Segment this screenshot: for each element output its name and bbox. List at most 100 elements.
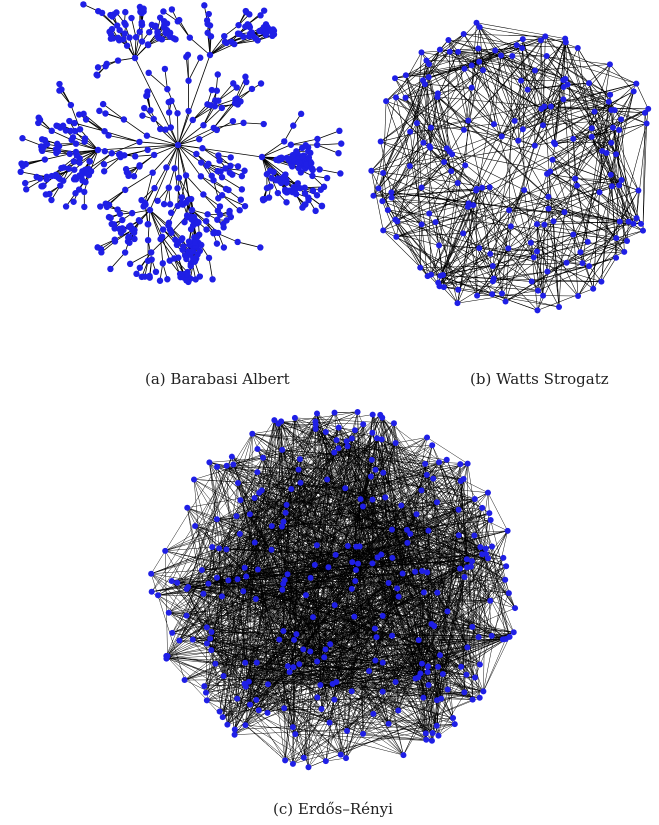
er-edge (245, 725, 285, 760)
ba-node (248, 29, 254, 35)
er-node (353, 544, 359, 550)
ws-node (435, 280, 441, 286)
er-node (300, 646, 306, 652)
erdos-renyi-graph (140, 400, 530, 785)
ba-node (153, 269, 159, 275)
er-node (224, 463, 230, 469)
ba-node (258, 80, 264, 86)
er-node (430, 730, 436, 736)
ws-node (608, 107, 614, 113)
ba-node (124, 43, 130, 49)
er-node (352, 427, 358, 433)
ba-node (309, 173, 315, 179)
ws-node (512, 118, 518, 124)
er-node (240, 588, 246, 594)
er-node (332, 602, 338, 608)
ba-node (168, 124, 174, 130)
er-node (358, 496, 364, 502)
er-node (391, 420, 397, 426)
er-node (477, 695, 483, 701)
ba-node (166, 184, 172, 190)
ba-node (122, 187, 128, 193)
ba-node (23, 186, 29, 192)
er-node (308, 575, 314, 581)
ba-node (200, 191, 206, 197)
ba-node (145, 221, 151, 227)
ba-node (154, 29, 160, 35)
ws-node (621, 249, 627, 255)
ws-edge (448, 40, 516, 45)
er-node (163, 656, 169, 662)
ws-node (380, 170, 386, 176)
ba-node (149, 169, 155, 175)
er-node (472, 675, 478, 681)
er-node (344, 728, 350, 734)
er-node (429, 738, 435, 744)
er-node (221, 673, 227, 679)
ws-node (508, 223, 514, 229)
ba-node (284, 189, 290, 195)
ba-node (142, 273, 148, 279)
ba-node (212, 103, 218, 109)
ws-node (426, 211, 432, 217)
ws-node (521, 187, 527, 193)
caption-erdos-renyi: (c) Erdős–Rényi (273, 800, 393, 818)
ba-node (221, 33, 227, 39)
er-node (314, 694, 320, 700)
ba-edge (98, 145, 178, 150)
ba-node (259, 154, 265, 160)
ws-node (385, 207, 391, 213)
er-node (330, 681, 336, 687)
er-node (246, 679, 252, 685)
ba-node (148, 249, 154, 255)
ba-node (290, 122, 296, 128)
ba-node (54, 141, 60, 147)
er-node (452, 721, 458, 727)
er-edge (488, 493, 489, 513)
er-node (174, 580, 180, 586)
ba-node (188, 226, 194, 232)
ws-node (540, 293, 546, 299)
watts-strogatz-graph-canvas (365, 0, 659, 330)
er-node (254, 469, 260, 475)
ws-node (631, 88, 637, 94)
ba-node (144, 92, 150, 98)
ws-node (531, 254, 537, 260)
ws-edge (373, 97, 396, 195)
ba-node (305, 197, 311, 203)
ba-node (164, 276, 170, 282)
er-node (260, 455, 266, 461)
er-node (209, 629, 215, 635)
ws-node (552, 141, 558, 147)
er-node (280, 628, 286, 634)
ws-node (490, 278, 496, 284)
ws-node (379, 198, 385, 204)
er-node (242, 660, 248, 666)
ws-edge (477, 23, 566, 39)
ba-node (145, 42, 151, 48)
ws-node (590, 286, 596, 292)
ba-node (214, 127, 220, 133)
ws-node (626, 219, 632, 225)
ba-edge (109, 190, 125, 205)
er-node (389, 555, 395, 561)
ba-node (232, 100, 238, 106)
ws-node (574, 183, 580, 189)
er-node (234, 696, 240, 702)
er-node (235, 576, 241, 582)
ws-node (460, 230, 466, 236)
er-node (351, 614, 357, 620)
ba-node (264, 185, 270, 191)
ba-node (102, 63, 108, 69)
ba-node (125, 173, 131, 179)
er-node (225, 577, 231, 583)
ws-node (525, 87, 531, 93)
er-node (290, 664, 296, 670)
ba-node (151, 116, 157, 122)
ba-node (104, 204, 110, 210)
ba-node (214, 240, 220, 246)
ws-node (368, 168, 374, 174)
ws-node (420, 140, 426, 146)
ba-node (122, 249, 128, 255)
ba-node (145, 70, 151, 76)
